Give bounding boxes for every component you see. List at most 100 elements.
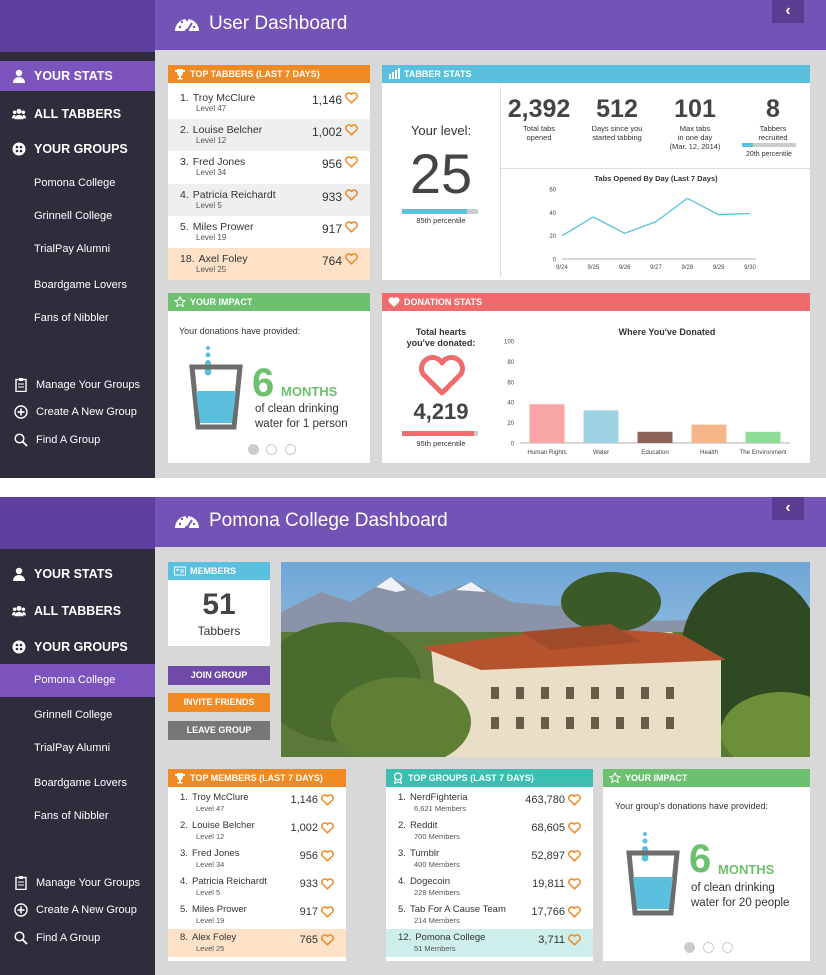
item-label: Patricia Reichardt <box>192 188 276 201</box>
carousel-dot-3[interactable] <box>285 444 296 455</box>
carousel-dot-2[interactable] <box>266 444 277 455</box>
item-rank: 1. <box>398 792 406 803</box>
where-donated-chart: Where You've Donated 0 20 40 60 80 100 Human Ri… <box>504 327 790 456</box>
list-item[interactable]: 1. NerdFighteria 6,621 Members 463,780 <box>386 789 593 817</box>
carousel-dot-2[interactable] <box>703 942 714 953</box>
panel-title: TOP MEMBERS (LAST 7 DAYS) <box>190 773 323 783</box>
sidebar-item-grinnell-college[interactable]: Grinnell College <box>34 210 113 222</box>
item-name: 4. Patricia Reichardt <box>180 876 267 887</box>
leave-group-button[interactable]: LEAVE GROUP <box>168 721 270 740</box>
item-sub: Level 5 <box>196 888 221 897</box>
list-item[interactable]: 2. Louise Belcher Level 12 1,002 <box>168 119 370 152</box>
item-count: 1,002 <box>290 822 318 834</box>
sidebar-item-your-stats[interactable]: YOUR STATS <box>0 61 155 91</box>
item-sub: Level 47 <box>196 104 227 113</box>
item-count: 52,897 <box>531 850 565 862</box>
item-name: 5. Tab For A Cause Team <box>398 904 506 915</box>
item-count: 933 <box>299 878 318 890</box>
bar <box>583 410 619 443</box>
list-item[interactable]: 3. Fred Jones Level 34 956 <box>168 151 370 183</box>
item-label: NerdFighteria <box>409 792 468 803</box>
group-dashboard-screen: YOUR STATS ALL TABBERS YOUR GROUPS Pomon… <box>0 497 826 975</box>
sidebar-item-grinnell-college[interactable]: Grinnell College <box>34 709 113 721</box>
item-count: 956 <box>321 157 342 172</box>
item-label: Miles Prower <box>192 220 254 233</box>
action-label: Create A New Group <box>36 406 137 418</box>
panel-header: MEMBERS <box>168 562 270 580</box>
carousel-dot-1[interactable] <box>248 444 259 455</box>
item-name: 4. Dogecoin <box>398 876 450 887</box>
action-label: Find A Group <box>36 932 101 944</box>
item-rank: 5. <box>180 220 189 233</box>
collapse-sidebar-button[interactable]: ‹ <box>772 0 804 23</box>
list-item[interactable]: 4. Patricia Reichardt Level 5 933 <box>168 873 346 901</box>
list-item[interactable]: 3. Tumblr 400 Members 52,897 <box>386 845 593 873</box>
y-tick-label: 0 <box>553 258 557 264</box>
collapse-sidebar-button[interactable]: ‹ <box>772 497 804 520</box>
list-item[interactable]: 2. Reddit 700 Members 68,605 <box>386 817 593 845</box>
sidebar-item-your-groups[interactable]: YOUR GROUPS <box>0 632 155 662</box>
users-icon <box>12 605 26 617</box>
sidebar-item-label: ALL TABBERS <box>34 604 122 618</box>
sidebar-item-all-tabbers[interactable]: ALL TABBERS <box>0 99 155 129</box>
sidebar-item-your-stats[interactable]: YOUR STATS <box>0 559 155 589</box>
tabs-by-day-chart: Tabs Opened By Day (Last 7 Days) 0 20 40 60 9… <box>549 174 756 271</box>
stat-value: 512 <box>596 95 638 123</box>
list-item[interactable]: 1. Troy McClure Level 47 1,146 <box>168 87 370 119</box>
donation-stats-panel: DONATION STATS Total hearts you've donat… <box>382 293 810 463</box>
divider <box>500 87 501 277</box>
item-rank: 5. <box>180 904 188 915</box>
bar-chart-icon <box>389 68 400 79</box>
sidebar-item-trialpay-alumni[interactable]: TrialPay Alumni <box>34 742 111 754</box>
carousel-dot-1[interactable] <box>684 942 695 953</box>
join-group-button[interactable]: JOIN GROUP <box>168 666 270 685</box>
item-rank: 4. <box>180 188 189 201</box>
list-item[interactable]: 4. Patricia Reichardt Level 5 933 <box>168 183 370 216</box>
list-item[interactable]: 8. Alex Foley Level 25 765 <box>168 929 346 957</box>
create-group-link[interactable]: Create A New Group <box>0 899 155 921</box>
recruit-progress-fill <box>742 143 753 147</box>
list-item[interactable]: 4. Dogecoin 228 Members 19,811 <box>386 873 593 901</box>
list-item[interactable]: 5. Miles Prower Level 19 917 <box>168 216 370 248</box>
create-group-link[interactable]: Create A New Group <box>0 401 155 423</box>
sidebar-item-boardgame-lovers[interactable]: Boardgame Lovers <box>34 777 127 789</box>
panel-header: TOP MEMBERS (LAST 7 DAYS) <box>168 769 346 787</box>
carousel-dot-3[interactable] <box>722 942 733 953</box>
manage-groups-link[interactable]: Manage Your Groups <box>0 872 155 894</box>
manage-groups-link[interactable]: Manage Your Groups <box>0 374 155 396</box>
impact-intro: Your group's donations have provided: <box>615 801 768 811</box>
sidebar-item-fans-of-nibbler[interactable]: Fans of Nibbler <box>34 312 109 324</box>
find-group-link[interactable]: Find A Group <box>0 429 155 451</box>
sidebar-item-boardgame-lovers[interactable]: Boardgame Lovers <box>34 279 127 291</box>
members-panel: MEMBERS 51 Tabbers <box>168 562 270 646</box>
find-group-link[interactable]: Find A Group <box>0 927 155 949</box>
sidebar-item-your-groups[interactable]: YOUR GROUPS <box>0 134 155 164</box>
item-name: 2. Louise Belcher <box>180 124 262 136</box>
panel-title: MEMBERS <box>190 566 237 576</box>
sidebar-item-pomona-college[interactable]: Pomona College <box>0 664 155 697</box>
stat-label: Total tabs opened <box>522 124 556 142</box>
sidebar-item-pomona-college[interactable]: Pomona College <box>34 177 116 189</box>
x-tick-label: 9/25 <box>587 265 599 271</box>
item-name: 18. Axel Foley <box>180 253 248 265</box>
list-item[interactable]: 5. Miles Prower Level 19 917 <box>168 901 346 929</box>
heart-icon <box>388 297 400 307</box>
invite-friends-button[interactable]: INVITE FRIENDS <box>168 693 270 712</box>
stat-value: 101 <box>674 95 716 123</box>
sidebar-item-fans-of-nibbler[interactable]: Fans of Nibbler <box>34 810 109 822</box>
list-item[interactable]: 3. Fred Jones Level 34 956 <box>168 845 346 873</box>
list-item[interactable]: 18. Axel Foley Level 25 764 <box>168 248 370 281</box>
heart-icon <box>568 822 581 834</box>
item-name: 3. Fred Jones <box>180 848 239 859</box>
search-icon <box>14 931 28 945</box>
list-item[interactable]: 5. Tab For A Cause Team 214 Members 17,766 <box>386 901 593 929</box>
impact-line-1: of clean drinking <box>691 882 775 894</box>
x-tick-label: The Environment <box>739 449 786 456</box>
list-item[interactable]: 2. Louise Belcher Level 12 1,002 <box>168 817 346 845</box>
hearts-percentile: 95th percentile <box>416 439 466 448</box>
item-name: 5. Miles Prower <box>180 221 253 233</box>
sidebar-item-all-tabbers[interactable]: ALL TABBERS <box>0 596 155 626</box>
sidebar-item-trialpay-alumni[interactable]: TrialPay Alumni <box>34 243 111 255</box>
list-item[interactable]: 12. Pomona College 51 Members 3,711 <box>386 929 593 957</box>
list-item[interactable]: 1. Troy McClure Level 47 1,146 <box>168 789 346 817</box>
